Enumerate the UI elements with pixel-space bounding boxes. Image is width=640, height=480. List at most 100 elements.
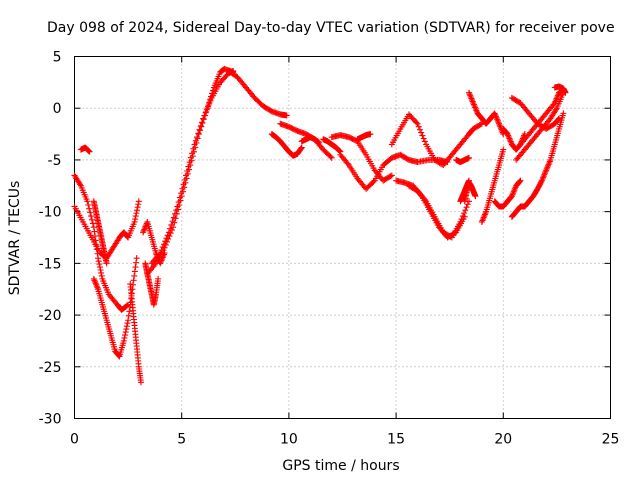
data-point bbox=[203, 106, 210, 113]
data-point bbox=[157, 250, 164, 257]
data-point bbox=[179, 185, 186, 192]
data-point bbox=[162, 238, 169, 245]
x-tick-label: 15 bbox=[387, 432, 405, 448]
series-arc-e bbox=[90, 198, 110, 267]
series-arc-z bbox=[478, 146, 507, 225]
data-point bbox=[413, 119, 420, 126]
data-point bbox=[85, 147, 92, 154]
data-point bbox=[192, 137, 199, 144]
data-point bbox=[461, 210, 468, 217]
data-point bbox=[556, 115, 563, 122]
data-point bbox=[181, 176, 188, 183]
data-point bbox=[472, 193, 479, 200]
data-point bbox=[415, 123, 422, 130]
data-point bbox=[133, 259, 140, 266]
data-point bbox=[195, 130, 202, 137]
data-point bbox=[171, 210, 178, 217]
data-point bbox=[160, 241, 167, 248]
series-arc-d bbox=[90, 255, 140, 360]
x-tick-label: 10 bbox=[280, 432, 298, 448]
y-tick-labels: -30 -25 -20 -15 -10 -5 0 5 bbox=[39, 50, 62, 428]
data-point bbox=[562, 89, 569, 96]
data-point bbox=[205, 103, 212, 110]
data-point bbox=[133, 255, 140, 262]
data-point bbox=[135, 198, 142, 205]
data-point bbox=[367, 131, 374, 138]
data-point bbox=[388, 172, 395, 179]
data-point bbox=[89, 220, 96, 227]
data-point bbox=[560, 110, 567, 117]
data-point bbox=[538, 178, 545, 185]
y-tick-label: -10 bbox=[39, 205, 62, 221]
data-point bbox=[283, 112, 290, 119]
data-point bbox=[517, 177, 524, 184]
y-tick-label: -5 bbox=[48, 153, 62, 169]
data-point bbox=[202, 109, 209, 116]
grid bbox=[74, 56, 611, 419]
data-point bbox=[200, 115, 207, 122]
data-point bbox=[131, 272, 138, 279]
data-point bbox=[173, 207, 180, 214]
data-point bbox=[96, 264, 103, 271]
data-point bbox=[132, 213, 139, 220]
data-point bbox=[201, 112, 208, 119]
data-point bbox=[92, 233, 99, 240]
data-point bbox=[207, 97, 214, 104]
data-point bbox=[462, 207, 469, 214]
data-point bbox=[103, 260, 110, 267]
data-point bbox=[198, 119, 205, 126]
series-arc-l bbox=[268, 131, 305, 159]
data-point bbox=[169, 218, 176, 225]
plot-frame bbox=[74, 56, 611, 419]
data-point bbox=[98, 272, 105, 279]
x-tick-label: 25 bbox=[602, 432, 620, 448]
data-point bbox=[170, 214, 177, 221]
x-tick-label: 5 bbox=[177, 432, 186, 448]
data-point bbox=[122, 332, 129, 339]
data-point bbox=[336, 148, 343, 155]
data-point bbox=[88, 213, 95, 220]
data-point bbox=[125, 317, 132, 324]
y-tick-label: -15 bbox=[39, 256, 62, 272]
data-point bbox=[298, 145, 305, 152]
data-point bbox=[88, 216, 95, 223]
data-point bbox=[328, 154, 335, 161]
data-point bbox=[182, 172, 189, 179]
data-point bbox=[464, 201, 471, 208]
data-point bbox=[196, 126, 203, 133]
x-axis-label: GPS time / hours bbox=[282, 458, 399, 474]
series-arc-o bbox=[320, 136, 344, 155]
series-arc-c bbox=[77, 144, 93, 155]
data-point bbox=[155, 275, 162, 282]
data-point bbox=[163, 235, 170, 242]
data-point bbox=[97, 267, 104, 274]
data-point bbox=[122, 329, 129, 336]
data-point bbox=[189, 150, 196, 157]
data-point bbox=[84, 198, 91, 205]
data-point bbox=[85, 148, 92, 155]
data-point bbox=[86, 205, 93, 212]
data-point bbox=[459, 213, 466, 220]
data-point bbox=[414, 120, 421, 127]
x-tick-labels: 0 5 10 15 20 25 bbox=[70, 432, 619, 448]
data-point bbox=[120, 337, 127, 344]
data-point bbox=[185, 163, 192, 170]
data-point bbox=[124, 320, 131, 327]
series-arc-aa bbox=[491, 177, 524, 210]
y-tick-label: -20 bbox=[39, 308, 62, 324]
data-point bbox=[457, 218, 464, 225]
data-point bbox=[91, 228, 98, 235]
data-point bbox=[555, 116, 562, 123]
data-point bbox=[175, 199, 182, 206]
data-point bbox=[387, 173, 394, 180]
series-arc-f bbox=[127, 281, 144, 386]
data-point bbox=[131, 218, 138, 225]
data-point bbox=[167, 225, 174, 232]
axis-ticks bbox=[74, 56, 611, 419]
series-arc-s bbox=[388, 111, 485, 169]
data-point bbox=[184, 168, 191, 175]
data-point bbox=[194, 134, 201, 141]
series-arc-r bbox=[354, 131, 374, 143]
data-point bbox=[418, 129, 425, 136]
